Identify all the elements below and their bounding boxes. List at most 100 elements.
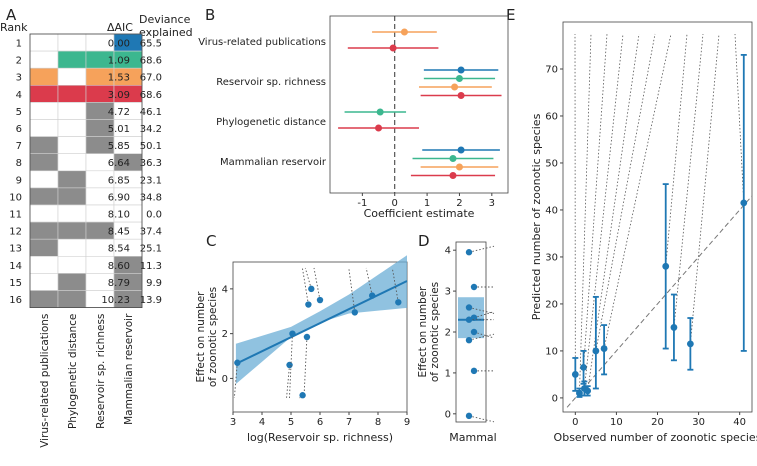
x-tick-label: 9	[404, 417, 410, 428]
model-cell	[57, 67, 87, 86]
deviance-value: 34.2	[140, 124, 162, 135]
data-point	[465, 336, 473, 344]
daic-header: ΔAIC	[107, 21, 133, 34]
data-point	[740, 199, 748, 207]
rank-value: 9	[16, 175, 22, 186]
data-point	[600, 345, 608, 352]
data-point	[289, 330, 296, 337]
rank-value: 11	[9, 210, 22, 221]
group-label: Phylogenetic distance	[216, 117, 326, 128]
model-cell	[29, 221, 59, 240]
model-cell	[57, 187, 87, 206]
model-cell	[29, 136, 59, 155]
x-tick-label: 2	[456, 198, 462, 209]
deviance-value: 68.6	[140, 56, 162, 67]
y-tick-label: 0	[552, 393, 558, 404]
daic-value: 8.10	[108, 210, 130, 221]
data-point	[369, 292, 376, 299]
daic-value: 8.45	[108, 227, 130, 238]
panel-label-a: A	[6, 6, 17, 24]
y-axis-label-line2: of zoonotic species	[429, 282, 441, 382]
data-point	[470, 328, 478, 336]
data-point	[571, 371, 579, 378]
rank-value: 10	[9, 192, 22, 203]
data-point	[470, 367, 478, 375]
data-point	[592, 347, 600, 355]
model-cell	[57, 119, 87, 137]
data-point	[576, 389, 583, 397]
data-point	[286, 361, 293, 369]
group-label: Reservoir sp. richness	[216, 77, 326, 88]
x-tick-label: 40	[733, 417, 746, 428]
model-cell	[57, 153, 87, 172]
estimate-point	[376, 108, 384, 116]
rank-value: 1	[16, 39, 22, 50]
leader-line	[603, 33, 672, 349]
model-cell	[29, 67, 59, 86]
y-axis-label: Predicted number of zoonotic species	[530, 113, 543, 320]
leader-line	[289, 333, 293, 399]
leader-line	[689, 33, 720, 344]
deviance-value: 23.1	[140, 175, 162, 186]
x-tick-label: 8	[375, 417, 381, 428]
model-cell	[57, 85, 87, 103]
deviance-value: 37.4	[140, 227, 162, 238]
model-cell	[29, 50, 59, 69]
deviance-value: 50.1	[140, 141, 162, 152]
data-point	[470, 283, 478, 291]
deviance-value: 46.1	[140, 107, 162, 118]
estimate-point	[389, 44, 397, 52]
deviance-value: 0.0	[146, 210, 162, 221]
leader-line	[286, 364, 290, 399]
y-tick-label: 2	[222, 329, 228, 340]
estimate-point	[449, 172, 457, 179]
daic-value: 10.23	[101, 295, 130, 306]
panel-label-d: D	[418, 232, 430, 250]
y-tick-label: 0	[222, 374, 228, 385]
rank-value: 7	[16, 141, 22, 152]
table-border	[29, 33, 143, 309]
estimate-point	[457, 92, 465, 99]
daic-value: 6.64	[108, 158, 130, 169]
model-cell	[57, 136, 87, 155]
deviance-value: 25.1	[140, 244, 162, 255]
fit-line	[235, 280, 408, 365]
model-cell	[57, 50, 87, 69]
confidence-band	[235, 255, 407, 385]
daic-value: 3.09	[108, 90, 130, 101]
x-tick-label: 0	[572, 417, 578, 428]
model-cell	[57, 204, 87, 223]
rank-value: 4	[16, 90, 22, 101]
deviance-value: 36.3	[140, 158, 162, 169]
leader-line	[734, 33, 745, 203]
y-tick-label: 4	[445, 246, 451, 257]
model-cell	[57, 221, 87, 240]
plot-frame	[329, 15, 509, 194]
x-tick-label: -1	[357, 198, 367, 209]
leader-line	[595, 33, 656, 351]
estimate-point	[457, 146, 465, 154]
rank-value: 16	[9, 295, 22, 306]
model-cell	[29, 170, 59, 189]
daic-value: 5.01	[108, 124, 130, 135]
model-cell	[29, 102, 59, 120]
data-point	[465, 412, 473, 420]
daic-value: 8.79	[108, 278, 130, 289]
x-tick-label: 5	[288, 417, 294, 428]
x-tick-label: 20	[651, 417, 664, 428]
x-tick-label: 0	[392, 198, 398, 209]
panel-label-e: E	[506, 6, 515, 24]
plot-frame	[562, 21, 753, 413]
panel-c-richness-scatter: 3 4 5 6 7 8 9 0 2 4 log(Reservoir sp. richness) Eff…	[195, 255, 410, 444]
model-cell	[29, 290, 59, 308]
predictor-column-label: Mammalian reservoir	[123, 313, 135, 425]
rank-value: 12	[9, 227, 22, 238]
leader-line	[233, 362, 238, 399]
model-cell	[57, 255, 87, 274]
x-axis-label: Coefficient estimate	[364, 207, 475, 220]
estimate-point	[455, 163, 463, 171]
panel-d-mammal-effect: 0 1 2 3 4 Mammal Effect on number of zoonotic s…	[417, 241, 497, 444]
deviance-value: 34.8	[140, 192, 162, 203]
model-cell	[29, 153, 59, 172]
